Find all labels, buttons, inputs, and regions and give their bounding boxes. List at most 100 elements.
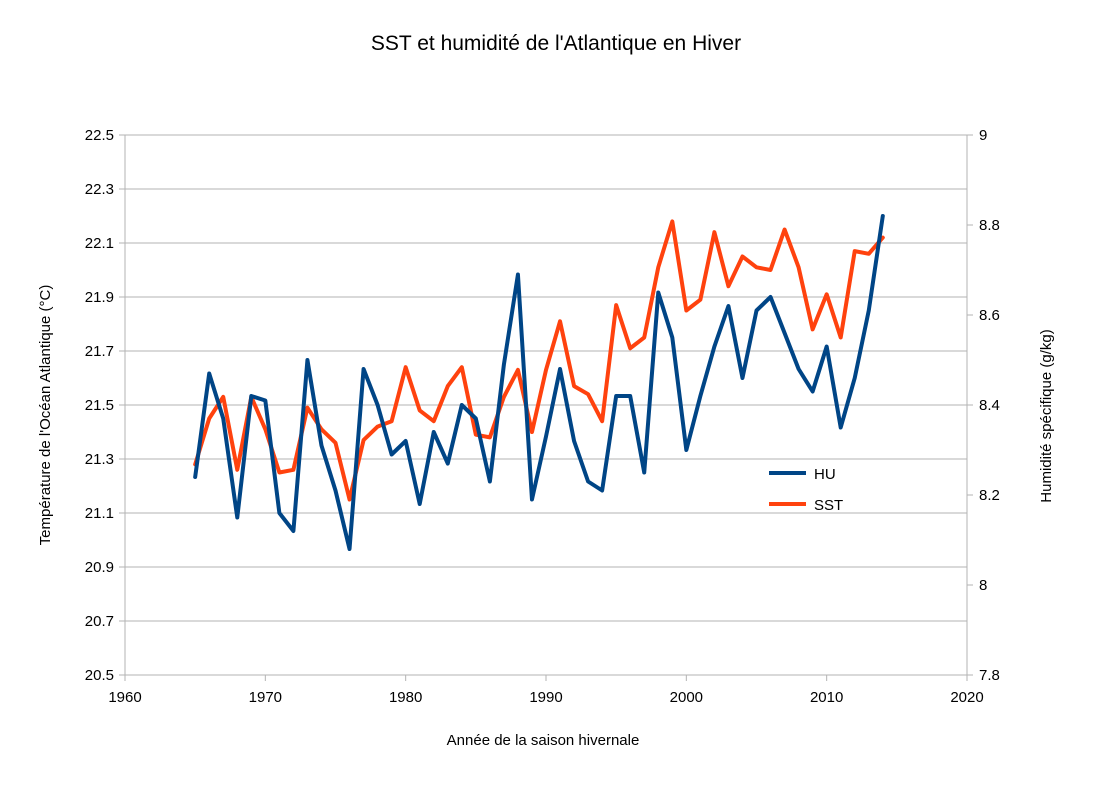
data-point (221, 395, 225, 399)
data-point (305, 406, 309, 410)
data-point (376, 403, 380, 407)
data-point (376, 425, 380, 429)
data-point (811, 390, 815, 393)
y-left-tick-label: 21.3 (85, 451, 114, 468)
data-point (600, 489, 604, 492)
data-point (825, 292, 829, 296)
data-point (726, 304, 730, 308)
data-point (263, 399, 267, 402)
y-left-axis-title: Température de l'Océan Atlantique (°C) (37, 285, 54, 546)
data-point (488, 435, 492, 439)
data-point (740, 376, 744, 380)
x-axis-title: Année de la saison hivernale (447, 732, 640, 749)
data-point (769, 295, 773, 299)
y-right-tick-label: 8.6 (979, 307, 1000, 324)
data-point (572, 384, 576, 388)
data-point (502, 363, 506, 366)
y-right-tick-label: 8.8 (979, 217, 1000, 234)
data-point (530, 430, 534, 434)
data-point (698, 298, 702, 302)
data-point (558, 367, 562, 371)
data-point (305, 358, 309, 362)
data-point (825, 345, 829, 348)
data-point (839, 336, 843, 339)
data-point (291, 468, 295, 472)
y-left-tick-label: 20.5 (85, 667, 114, 684)
x-tick-label: 2000 (670, 689, 703, 706)
y-left-tick-label: 21.7 (85, 343, 114, 360)
y-right-tick-label: 8.4 (979, 397, 1000, 414)
data-point (432, 430, 436, 434)
data-point (207, 417, 211, 420)
y-left-tick-label: 22.1 (85, 235, 114, 252)
legend-label-hu: HU (814, 466, 836, 483)
data-point (600, 419, 604, 423)
y-right-axis-ticks: 7.8 8 8.2 8.4 8.6 8.8 9 (967, 127, 1000, 684)
data-point (642, 471, 646, 474)
data-point (783, 331, 787, 335)
data-point (783, 228, 787, 231)
data-point (432, 419, 436, 423)
data-point (418, 502, 422, 506)
data-point (867, 309, 871, 312)
data-point (362, 438, 366, 442)
data-point (319, 444, 323, 447)
data-point (277, 471, 281, 474)
data-point (390, 419, 394, 423)
series-line-sst (193, 219, 885, 502)
data-point (530, 498, 534, 501)
y-right-axis-title: Humidité spécifique (g/kg) (1038, 329, 1055, 502)
data-point (558, 319, 562, 323)
data-point (839, 426, 843, 429)
data-point (614, 303, 618, 307)
data-point (207, 372, 211, 375)
data-point (853, 249, 857, 253)
data-point (726, 284, 730, 288)
legend-label-sst: SST (814, 497, 843, 514)
data-point (460, 403, 464, 407)
data-point (193, 475, 197, 479)
data-point (249, 394, 253, 398)
y-right-tick-label: 9 (979, 127, 987, 144)
legend: HU SST (769, 466, 843, 514)
data-point (614, 394, 618, 398)
data-point (348, 547, 352, 551)
data-point (797, 367, 801, 371)
data-point (502, 395, 506, 399)
data-point (544, 435, 548, 438)
y-left-tick-label: 20.9 (85, 559, 114, 576)
y-left-tick-label: 20.7 (85, 613, 114, 630)
data-point (670, 219, 674, 223)
series-lines (193, 214, 885, 551)
data-point (684, 448, 688, 452)
series-line-hu (193, 214, 885, 551)
data-point (740, 255, 744, 258)
y-right-tick-label: 8.2 (979, 487, 1000, 504)
y-left-tick-label: 21.1 (85, 505, 114, 522)
data-point (572, 439, 576, 443)
y-right-tick-label: 7.8 (979, 667, 1000, 684)
data-point (291, 529, 295, 533)
data-point (460, 365, 464, 369)
data-point (656, 291, 660, 294)
x-tick-label: 2010 (810, 689, 843, 706)
data-point (334, 489, 337, 492)
data-point (418, 408, 422, 412)
x-tick-label: 1960 (108, 689, 141, 706)
data-point (404, 439, 408, 443)
data-point (712, 345, 716, 348)
data-point (221, 417, 225, 420)
data-point (404, 365, 408, 369)
y-left-tick-label: 22.3 (85, 181, 114, 198)
data-point (488, 480, 492, 483)
y-right-tick-label: 8 (979, 577, 987, 594)
data-point (755, 265, 758, 269)
data-point (586, 480, 590, 483)
data-point (670, 336, 674, 339)
data-point (263, 427, 267, 431)
x-axis-ticks: 1960 1970 1980 1990 2000 2010 2020 (108, 675, 984, 706)
data-point (698, 394, 702, 398)
data-point (235, 468, 239, 472)
series-points-sst (193, 219, 885, 501)
